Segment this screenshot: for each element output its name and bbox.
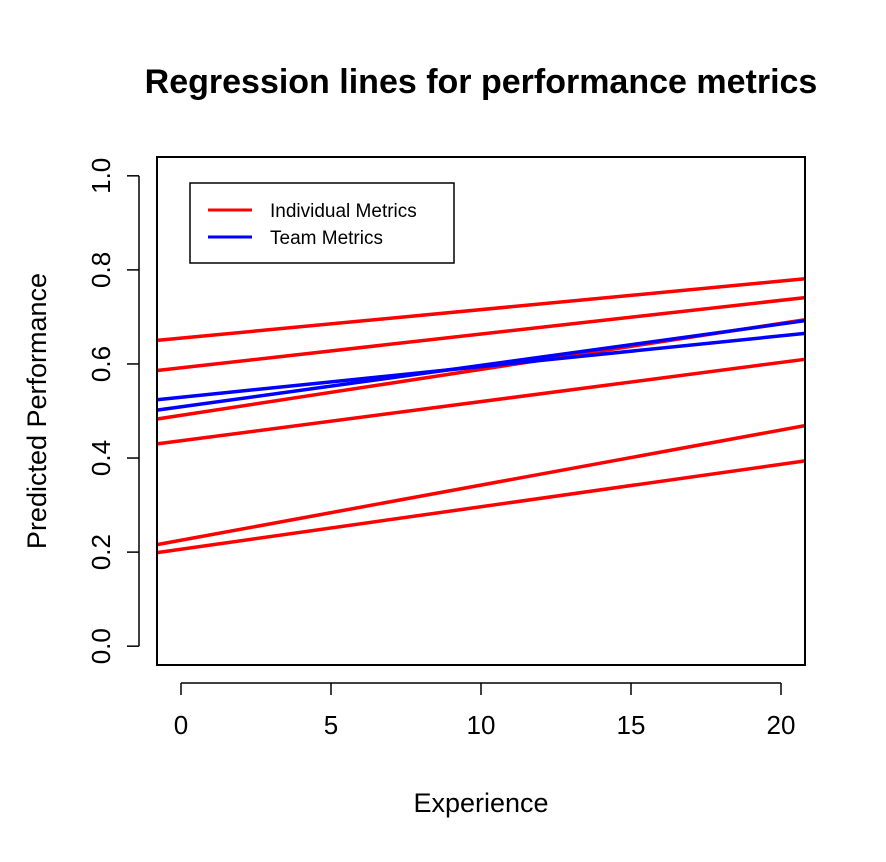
y-tick-label: 0.0 — [86, 628, 116, 664]
y-tick-label: 0.2 — [86, 534, 116, 570]
regression-line-4 — [156, 357, 806, 446]
y-tick-label: 0.6 — [86, 346, 116, 382]
legend-label-individual: Individual Metrics — [270, 201, 417, 222]
y-axis: 0.0 0.2 0.4 0.6 0.8 1.0 — [86, 158, 140, 664]
x-axis-label: Experience — [413, 788, 548, 818]
legend-box — [189, 182, 455, 264]
legend: Individual Metrics Team Metrics — [189, 182, 455, 264]
x-tick-label: 10 — [467, 710, 496, 740]
x-tick-label: 15 — [617, 710, 646, 740]
regression-line-2 — [156, 295, 806, 373]
y-tick-label: 0.4 — [86, 440, 116, 476]
series-layer — [156, 277, 806, 555]
y-tick-label: 0.8 — [86, 252, 116, 288]
regression-line-8 — [156, 318, 806, 412]
regression-line-5 — [156, 423, 806, 547]
chart-title: Regression lines for performance metrics — [145, 63, 818, 101]
x-tick-label: 0 — [174, 710, 188, 740]
legend-label-team: Team Metrics — [270, 228, 383, 249]
x-tick-label: 5 — [324, 710, 338, 740]
y-tick-label: 1.0 — [86, 158, 116, 194]
x-axis: 0 5 10 15 20 — [174, 682, 796, 740]
x-tick-label: 20 — [767, 710, 796, 740]
y-axis-label: Predicted Performance — [22, 273, 52, 549]
plot-frame — [156, 156, 806, 666]
regression-line-1 — [156, 277, 806, 343]
regression-line-6 — [156, 459, 806, 555]
